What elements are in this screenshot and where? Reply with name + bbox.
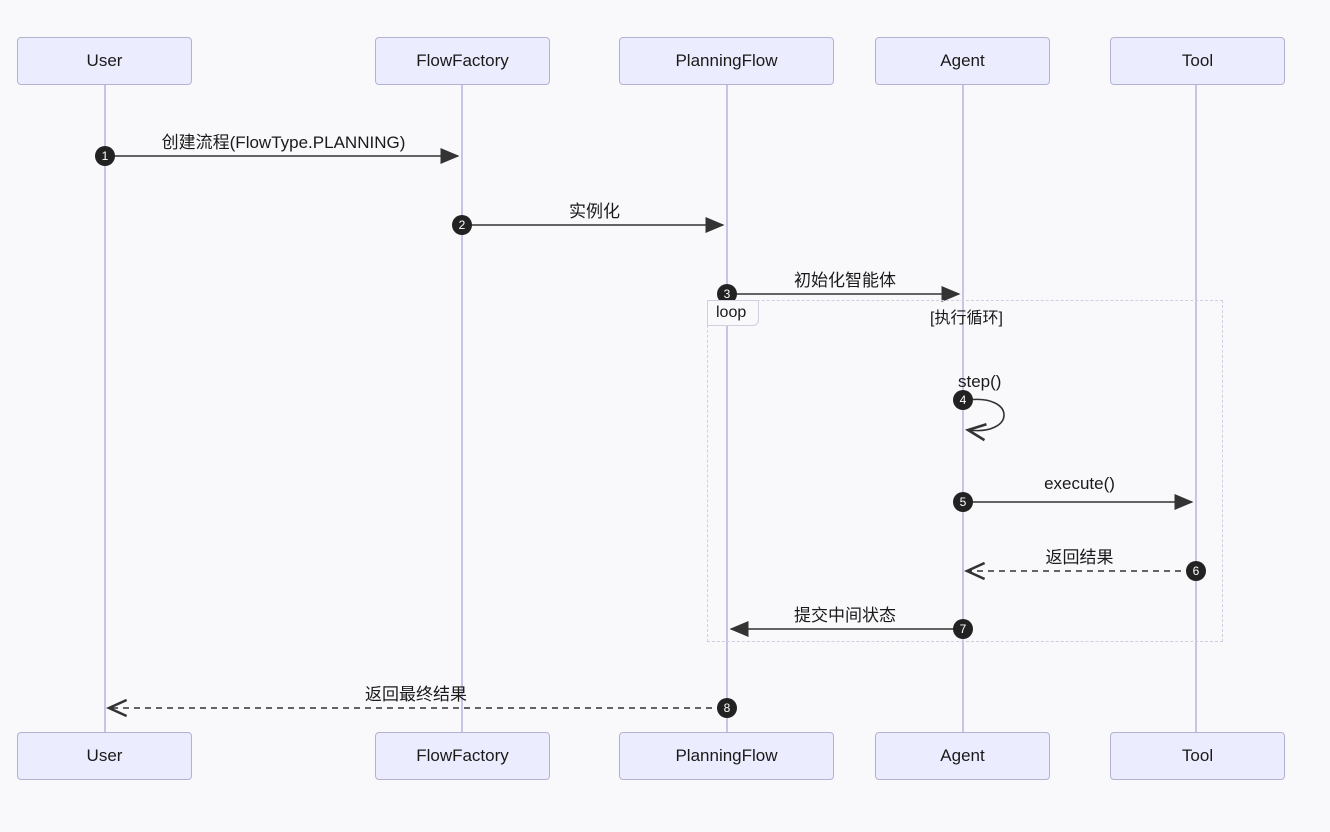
actor-label: Tool xyxy=(1182,746,1213,766)
msg-label-8: 返回最终结果 xyxy=(365,680,467,705)
actor-label: FlowFactory xyxy=(416,746,509,766)
seq-badge-8: 8 xyxy=(717,698,737,718)
actor-top-agent: Agent xyxy=(875,37,1050,85)
actor-label: FlowFactory xyxy=(416,51,509,71)
lifeline-user xyxy=(104,85,106,732)
actor-top-tool: Tool xyxy=(1110,37,1285,85)
actor-bottom-user: User xyxy=(17,732,192,780)
seq-badge-2: 2 xyxy=(452,215,472,235)
loop-fragment: loop xyxy=(707,300,1223,642)
actor-bottom-planningflow: PlanningFlow xyxy=(619,732,834,780)
actor-label: Agent xyxy=(940,746,984,766)
sequence-diagram: User FlowFactory PlanningFlow Agent Tool User… xyxy=(0,0,1330,832)
lifeline-flowfactory xyxy=(461,85,463,732)
loop-title: [执行循环] xyxy=(930,304,1003,328)
msg-label-1: 创建流程(FlowType.PLANNING) xyxy=(162,128,406,153)
actor-label: Agent xyxy=(940,51,984,71)
loop-tag: loop xyxy=(707,300,759,326)
actor-bottom-flowfactory: FlowFactory xyxy=(375,732,550,780)
seq-badge-1: 1 xyxy=(95,146,115,166)
actor-label: PlanningFlow xyxy=(675,51,777,71)
actor-label: User xyxy=(87,51,123,71)
actor-label: PlanningFlow xyxy=(675,746,777,766)
actor-bottom-tool: Tool xyxy=(1110,732,1285,780)
actor-label: User xyxy=(87,746,123,766)
msg-label-3: 初始化智能体 xyxy=(794,266,896,291)
actor-top-flowfactory: FlowFactory xyxy=(375,37,550,85)
actor-label: Tool xyxy=(1182,51,1213,71)
actor-top-planningflow: PlanningFlow xyxy=(619,37,834,85)
msg-label-2: 实例化 xyxy=(569,197,620,222)
actor-bottom-agent: Agent xyxy=(875,732,1050,780)
actor-top-user: User xyxy=(17,37,192,85)
